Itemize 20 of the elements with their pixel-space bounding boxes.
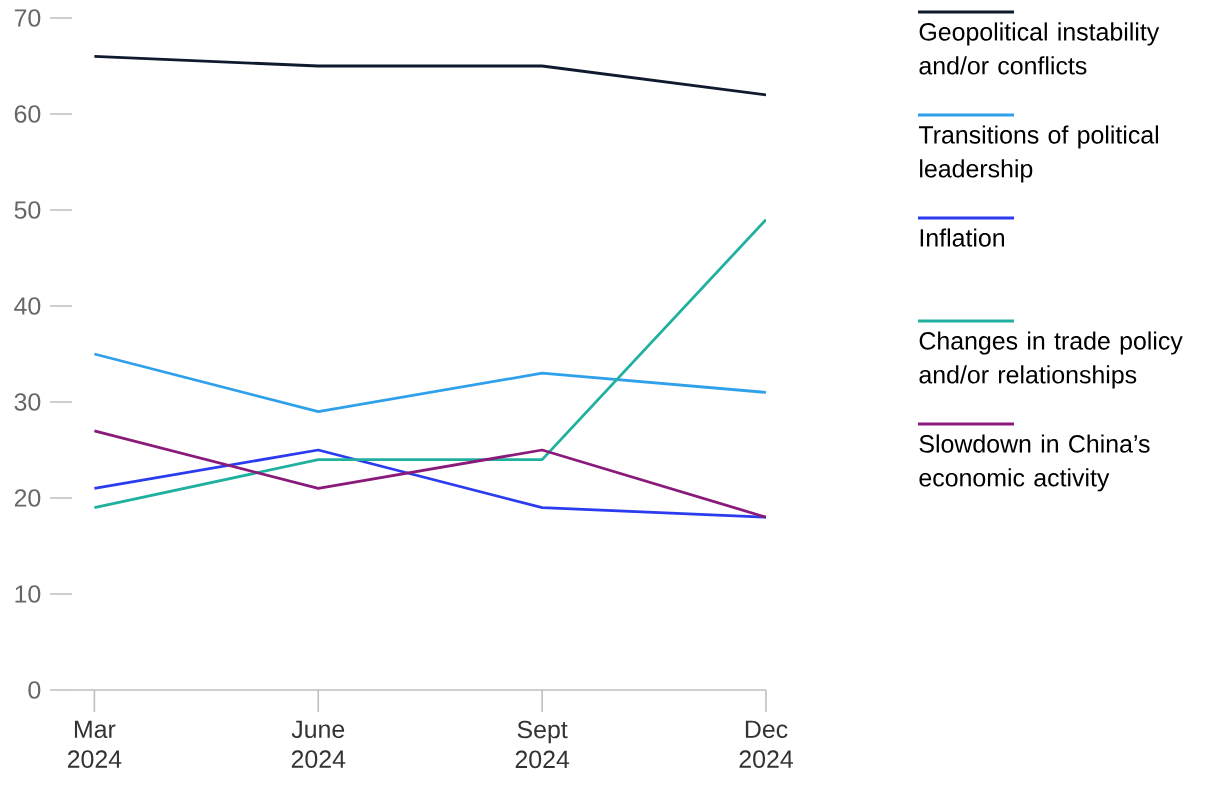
y-tick-label: 70 [14,9,41,27]
y-tick-label: 10 [15,585,41,603]
legend-label: Slowdown in China’s economic activity [919,434,1150,492]
line-series [92,352,767,413]
x-tick-label: Mar 2024 [67,720,122,768]
legend-label: Inflation [920,228,1004,247]
legend-label: Transitions of political leadership [918,125,1159,183]
line-series [92,448,767,519]
x-tick-label: Sept 2024 [515,720,570,769]
x-tick-label: June 2024 [291,720,346,768]
y-tick-label: 0 [28,681,41,699]
y-tick-label: 50 [14,201,41,219]
y-tick-label: 30 [14,393,41,411]
line-series [92,429,767,519]
x-tick-label: Dec 2024 [739,720,793,768]
y-tick-label: 20 [14,489,41,507]
legend-label: Changes in trade policy and/or relationships [919,331,1183,389]
y-tick-label: 40 [14,297,41,315]
y-tick-label: 60 [14,105,41,123]
legend-label: Geopolitical instability and/or conflicts [919,22,1160,75]
